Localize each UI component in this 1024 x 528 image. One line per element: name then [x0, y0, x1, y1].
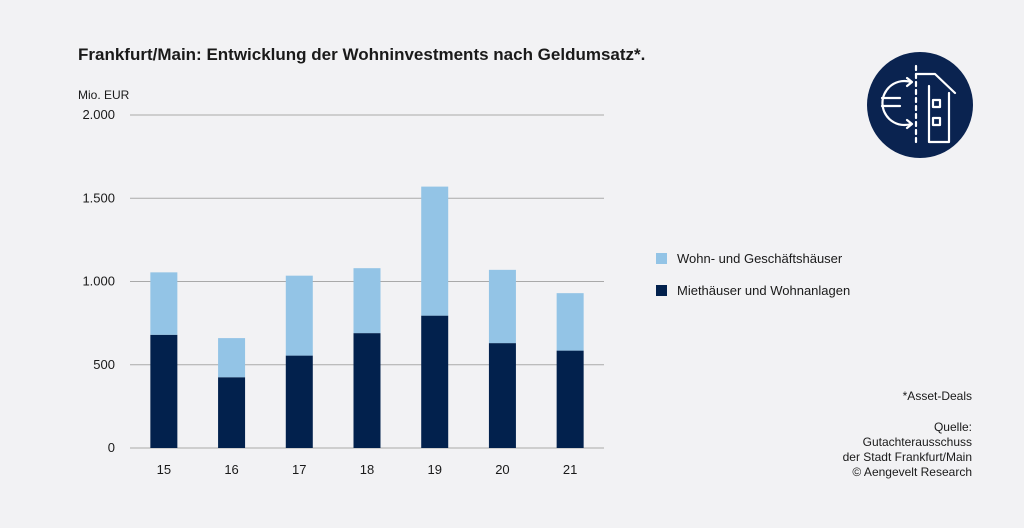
bar-segment-wohn-geschaeftshaeuser: [150, 272, 178, 335]
legend-item-wohn-geschaeftshaeuser: Wohn- und Geschäftshäuser: [656, 251, 842, 266]
y-tick-label: 2.000: [82, 107, 115, 122]
x-tick-label: 16: [224, 462, 238, 477]
legend-item-miethaeuser: Miethäuser und Wohnanlagen: [656, 283, 850, 298]
source-line: Gutachterausschuss: [862, 435, 972, 449]
bar-segment-miethaeuser: [421, 315, 449, 448]
bar-segment-wohn-geschaeftshaeuser: [421, 186, 449, 316]
bar-segment-miethaeuser: [353, 333, 381, 448]
footnote: *Asset-Deals: [902, 389, 972, 403]
legend-label-wohn-geschaeftshaeuser: Wohn- und Geschäftshäuser: [677, 251, 843, 266]
source-line: © Aengevelt Research: [852, 465, 972, 479]
chart-title: Frankfurt/Main: Entwicklung der Wohninve…: [78, 45, 646, 64]
bar-segment-wohn-geschaeftshaeuser: [556, 293, 584, 351]
euro-house-icon: [867, 52, 973, 158]
y-tick-label: 1.500: [82, 190, 115, 205]
legend-swatch-light: [656, 253, 667, 264]
source-note: Quelle: Gutachterausschuss der Stadt Fra…: [843, 420, 972, 480]
x-tick-label: 17: [292, 462, 306, 477]
y-axis-unit-label: Mio. EUR: [78, 88, 130, 102]
bar-segment-wohn-geschaeftshaeuser: [353, 268, 381, 334]
y-tick-label: 0: [108, 440, 115, 455]
legend-swatch-dark: [656, 285, 667, 296]
source-line: Quelle:: [933, 420, 972, 434]
y-tick-label: 1.000: [82, 274, 115, 289]
bar-segment-wohn-geschaeftshaeuser: [488, 269, 516, 344]
legend-label-miethaeuser: Miethäuser und Wohnanlagen: [677, 283, 851, 298]
bar-segment-miethaeuser: [556, 350, 584, 448]
x-tick-label: 20: [495, 462, 509, 477]
source-line: der Stadt Frankfurt/Main: [842, 450, 972, 464]
bar-segment-miethaeuser: [150, 334, 178, 448]
x-tick-label: 15: [157, 462, 171, 477]
bar-segment-miethaeuser: [488, 343, 516, 448]
bar-segment-wohn-geschaeftshaeuser: [218, 338, 246, 378]
y-tick-label: 500: [93, 357, 115, 372]
x-tick-label: 21: [563, 462, 577, 477]
bar-segment-miethaeuser: [285, 355, 313, 448]
bar-segment-miethaeuser: [218, 377, 246, 448]
x-tick-label: 18: [360, 462, 374, 477]
x-tick-label: 19: [427, 462, 441, 477]
bar-segment-wohn-geschaeftshaeuser: [285, 275, 313, 356]
